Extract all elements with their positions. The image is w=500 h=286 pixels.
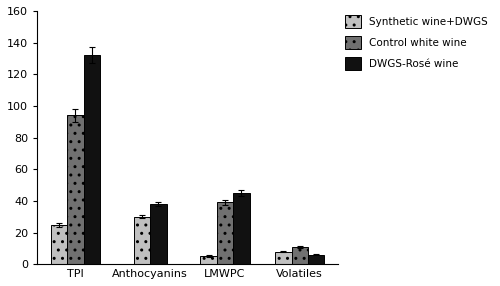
Bar xyxy=(217,202,233,264)
Bar xyxy=(150,204,166,264)
Bar xyxy=(275,251,291,264)
Bar xyxy=(308,255,324,264)
Bar xyxy=(292,247,308,264)
Bar xyxy=(200,256,217,264)
Bar xyxy=(84,55,100,264)
Bar xyxy=(51,225,67,264)
Legend: Synthetic wine+DWGS, Control white wine, DWGS-Rosé wine: Synthetic wine+DWGS, Control white wine,… xyxy=(341,11,492,74)
Bar xyxy=(233,193,250,264)
Bar xyxy=(134,217,150,264)
Bar xyxy=(67,116,84,264)
